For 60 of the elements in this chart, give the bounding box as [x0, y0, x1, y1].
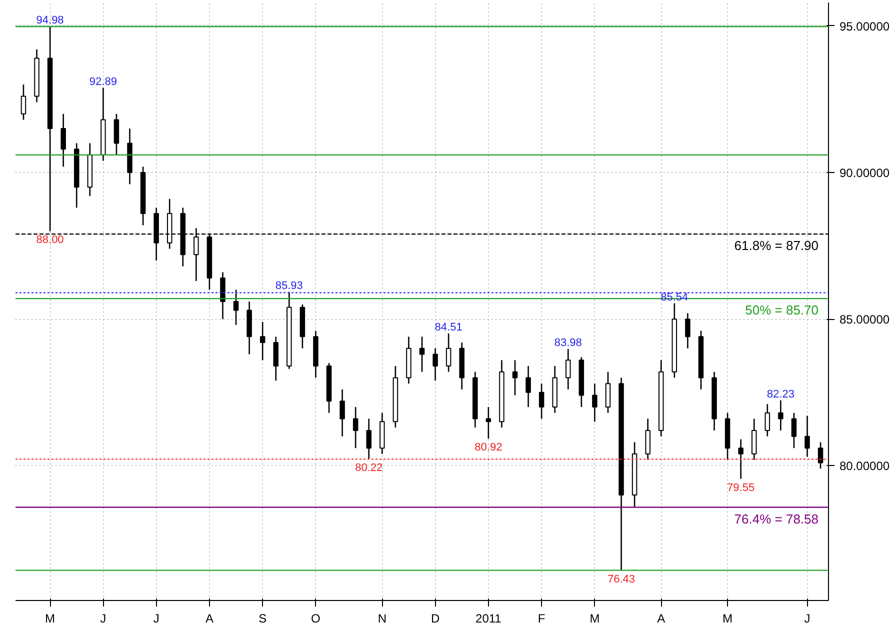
candlestick: [60, 113, 66, 168]
ref-line-label: 61.8% = 87.90: [734, 238, 819, 254]
candlestick: [20, 84, 26, 120]
candlestick: [273, 336, 278, 382]
candlestick: [114, 113, 120, 156]
x-tick-label: N: [378, 612, 386, 626]
x-tick-label: A: [205, 612, 214, 626]
ref-line-label: 76.4% = 78.58: [734, 511, 819, 526]
candlestick: [512, 359, 518, 396]
annotation: 82.23: [766, 388, 794, 400]
x-tick-label: F: [538, 612, 546, 626]
annotation: 88.00: [36, 234, 64, 246]
candlestick: [233, 289, 239, 326]
candlestick: [566, 348, 571, 390]
x-tick-label: J: [804, 612, 810, 626]
annotation: 80.92: [474, 442, 502, 454]
candlestick: [738, 438, 744, 480]
candlestick: [220, 272, 226, 320]
candlestick: [432, 348, 438, 382]
y-tick-label: 85.00000: [840, 312, 890, 327]
x-tick-label: M: [590, 612, 600, 626]
x-tick-label: M: [45, 612, 56, 626]
x-tick-label: J: [100, 612, 106, 626]
x-tick-label: O: [311, 612, 320, 626]
candlestick: [778, 400, 784, 432]
annotation: 92.89: [89, 76, 117, 88]
candlestick: [751, 418, 757, 460]
y-tick-label: 95.00000: [840, 19, 890, 34]
candlestick: [605, 371, 611, 414]
annotation: 94.98: [36, 14, 64, 27]
candlestick: [340, 388, 345, 437]
x-tick-label: D: [430, 612, 440, 626]
x-tick-label: S: [258, 612, 267, 626]
y-tick-label: 80.00000: [840, 459, 890, 474]
candlestick: [366, 418, 372, 460]
candlestick: [260, 321, 266, 361]
candlestick: [791, 412, 797, 449]
x-tick-label: 2011: [476, 612, 502, 626]
candlestick: [764, 403, 770, 437]
annotation: 85.93: [275, 280, 303, 292]
candlestick: [645, 418, 650, 460]
annotation: 79.55: [727, 482, 755, 494]
candlestick: [419, 336, 425, 373]
candlestick: [446, 332, 452, 373]
candlestick: [685, 312, 690, 350]
annotation: 80.22: [355, 462, 383, 474]
candlestick: [538, 382, 544, 420]
ref-line-label: 50% = 85.70: [745, 302, 819, 318]
annotation: 76.43: [608, 573, 636, 586]
x-tick-label: M: [722, 612, 733, 626]
candlestick: [526, 365, 531, 408]
candlestick: [804, 415, 810, 458]
x-tick-label: J: [153, 612, 160, 626]
y-tick-label: 90.00000: [840, 166, 890, 180]
candlestick: [352, 406, 358, 449]
x-tick-label: A: [657, 612, 666, 626]
annotation: 84.51: [434, 321, 462, 334]
annotation: 83.98: [554, 336, 582, 349]
candlestick: [818, 442, 824, 470]
candlestick: [592, 382, 598, 422]
